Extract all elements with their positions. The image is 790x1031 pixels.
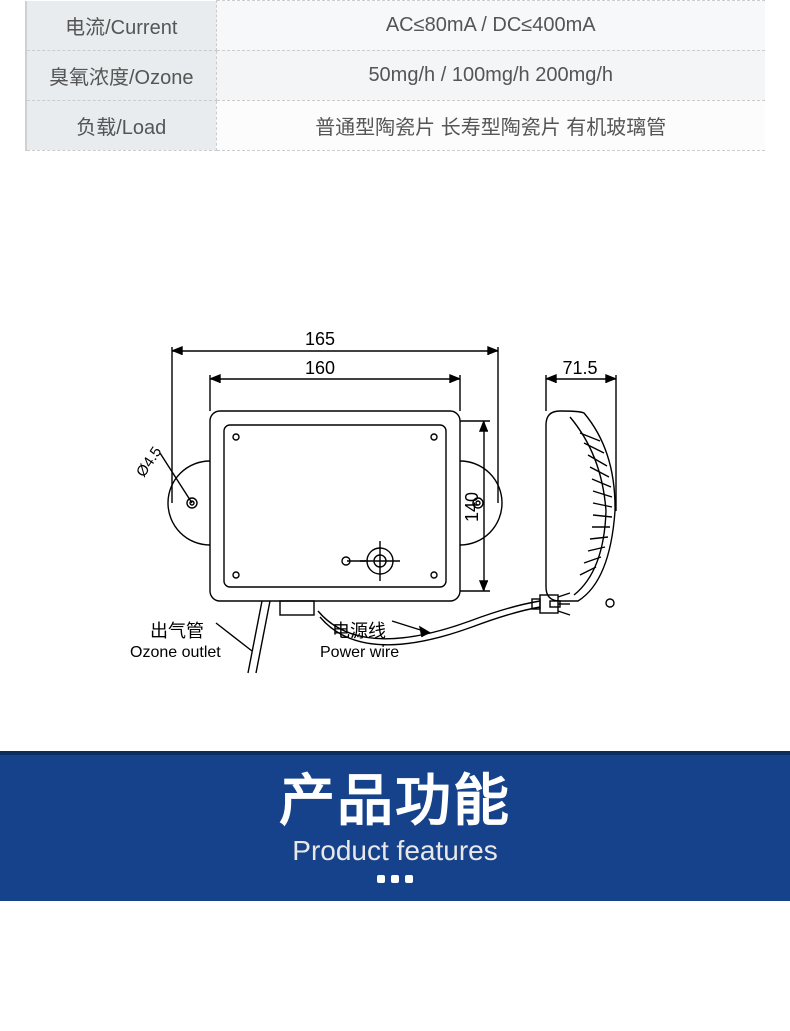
dim-depth: 71.5 — [562, 358, 597, 378]
section-banner: 产品功能 Product features — [0, 751, 790, 901]
spec-value: AC≤80mA / DC≤400mA — [216, 1, 765, 51]
dim-width-inner: 160 — [305, 358, 335, 378]
banner-title-en: Product features — [292, 835, 497, 867]
spec-value: 普通型陶瓷片 长寿型陶瓷片 有机玻璃管 — [216, 100, 765, 150]
table-row: 臭氧浓度/Ozone 50mg/h / 100mg/h 200mg/h — [26, 50, 765, 100]
outlet-label-en: Ozone outlet — [130, 644, 221, 661]
banner-title-cn: 产品功能 — [279, 773, 511, 829]
spec-value: 50mg/h / 100mg/h 200mg/h — [216, 50, 765, 100]
spec-table: 电流/Current AC≤80mA / DC≤400mA 臭氧浓度/Ozone… — [25, 0, 765, 151]
dim-width-outer: 165 — [305, 329, 335, 349]
spec-label: 电流/Current — [26, 1, 216, 51]
power-label-en: Power wire — [320, 644, 399, 661]
spec-label: 臭氧浓度/Ozone — [26, 50, 216, 100]
spec-label: 负载/Load — [26, 100, 216, 150]
dim-hole: Ø4.5 — [133, 443, 165, 479]
dim-height: 140 — [462, 491, 482, 521]
banner-dots-icon — [377, 875, 413, 883]
power-label-cn: 电源线 — [332, 621, 386, 641]
table-row: 电流/Current AC≤80mA / DC≤400mA — [26, 1, 765, 51]
table-row: 负载/Load 普通型陶瓷片 长寿型陶瓷片 有机玻璃管 — [26, 100, 765, 150]
outlet-label-cn: 出气管 — [150, 621, 204, 641]
technical-diagram: 165 160 140 71.5 Ø4.5 出气管 Ozone outlet 电… — [0, 151, 790, 751]
